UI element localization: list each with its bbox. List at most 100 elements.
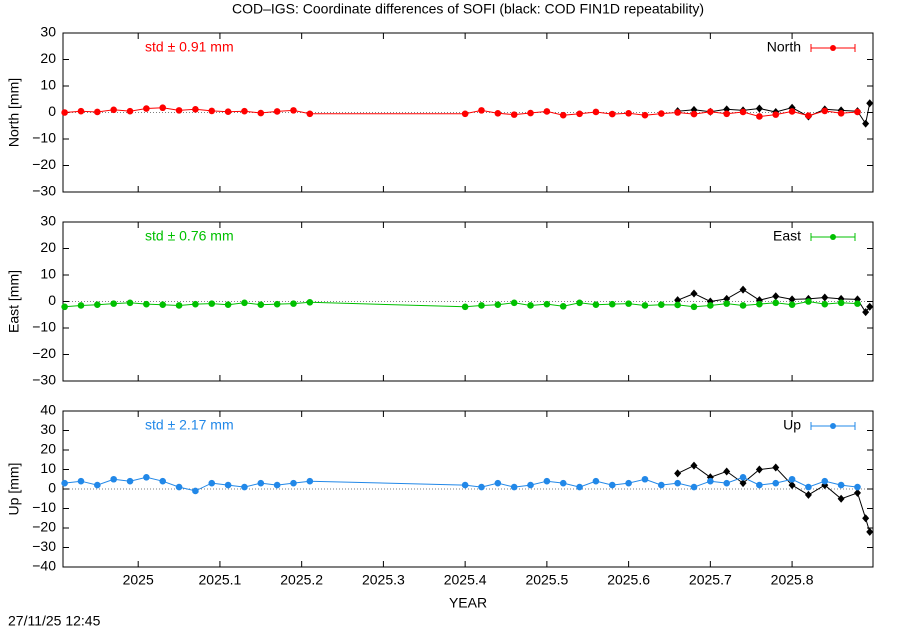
marker [126, 477, 134, 485]
marker [273, 108, 281, 115]
legend-label: North [767, 39, 801, 55]
x-tick-label: 2025.8 [771, 572, 814, 588]
std-annotation: std ± 0.76 mm [145, 228, 234, 244]
marker [494, 109, 502, 117]
y-tick-label: 0 [48, 480, 56, 496]
marker [478, 483, 485, 491]
marker [608, 110, 616, 118]
marker [772, 292, 780, 301]
marker [77, 302, 85, 309]
marker [854, 300, 861, 307]
marker [641, 111, 649, 119]
marker [690, 289, 698, 298]
y-tick-label: 20 [40, 239, 56, 255]
marker [461, 110, 469, 118]
marker [143, 105, 150, 112]
marker [510, 299, 518, 307]
marker [478, 302, 485, 309]
marker [755, 465, 763, 474]
marker [821, 107, 829, 115]
marker [175, 483, 183, 491]
marker [257, 109, 265, 117]
std-annotation: std ± 0.91 mm [145, 39, 234, 55]
marker [543, 477, 551, 485]
marker [306, 477, 314, 485]
marker [306, 110, 314, 118]
marker [723, 479, 730, 487]
marker [723, 467, 731, 476]
legend-label: East [773, 228, 801, 244]
marker [110, 475, 117, 483]
marker [559, 111, 567, 119]
legend-symbol [830, 234, 836, 240]
y-tick-label: −20 [32, 156, 56, 172]
marker [772, 479, 780, 487]
marker [772, 299, 780, 307]
marker [674, 301, 681, 309]
marker [805, 112, 812, 119]
marker [821, 477, 829, 485]
marker [257, 301, 265, 308]
marker [837, 481, 845, 489]
marker [224, 301, 232, 308]
y-tick-label: −20 [32, 345, 56, 361]
y-tick-label: 20 [40, 441, 56, 457]
marker [837, 299, 845, 307]
marker [866, 99, 874, 108]
marker [658, 301, 665, 308]
y-axis-label: East [mm] [6, 270, 22, 333]
marker [723, 110, 730, 118]
y-tick-label: 20 [40, 50, 56, 66]
marker [126, 299, 134, 307]
marker [739, 285, 747, 294]
marker [805, 298, 812, 305]
marker [527, 302, 534, 309]
marker [788, 475, 796, 483]
y-tick-label: −30 [32, 183, 56, 199]
marker [478, 107, 485, 114]
x-tick-label: 2025.7 [689, 572, 732, 588]
y-tick-label: 30 [40, 24, 56, 40]
marker [707, 108, 714, 116]
marker [110, 300, 117, 307]
y-tick-label: −10 [32, 130, 56, 146]
marker [77, 107, 85, 115]
marker [527, 109, 534, 117]
y-axis-label: Up [mm] [6, 463, 22, 516]
marker [510, 483, 518, 491]
marker [805, 483, 812, 491]
x-tick-label: 2025 [123, 572, 154, 588]
x-tick-label: 2025.2 [280, 572, 323, 588]
marker [543, 300, 551, 308]
marker [658, 110, 665, 117]
marker [837, 109, 845, 117]
marker [592, 108, 600, 116]
marker [866, 302, 874, 311]
marker [592, 301, 600, 308]
marker [608, 300, 616, 308]
x-tick-label: 2025.1 [199, 572, 242, 588]
marker [739, 108, 747, 116]
chart-title: COD–IGS: Coordinate differences of SOFI … [232, 1, 704, 17]
y-tick-label: 0 [48, 103, 56, 119]
marker [837, 494, 845, 503]
marker [854, 108, 861, 116]
marker [143, 474, 150, 481]
marker [674, 469, 682, 478]
timestamp: 27/11/25 12:45 [8, 613, 101, 629]
marker [94, 301, 101, 308]
marker [576, 299, 583, 307]
y-tick-label: 10 [40, 266, 56, 282]
y-tick-label: −20 [32, 519, 56, 535]
marker [739, 479, 747, 488]
marker [625, 300, 632, 307]
marker [273, 300, 281, 308]
marker [159, 104, 167, 112]
y-tick-label: 10 [40, 460, 56, 476]
marker [853, 488, 861, 497]
std-annotation: std ± 2.17 mm [145, 417, 234, 433]
y-tick-label: −30 [32, 538, 56, 554]
marker [208, 107, 216, 115]
marker [192, 300, 199, 308]
marker [739, 474, 747, 481]
